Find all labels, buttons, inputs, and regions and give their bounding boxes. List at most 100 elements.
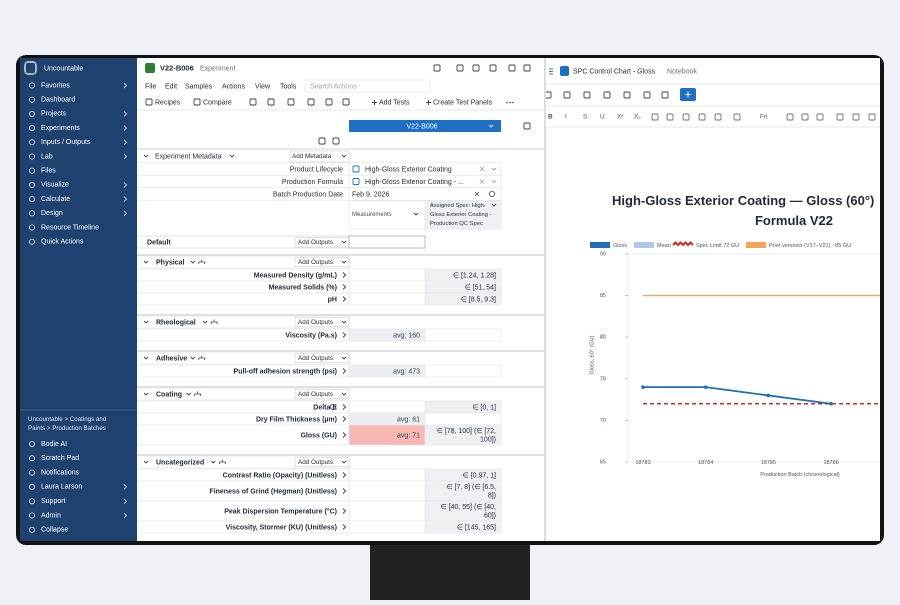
chevron-icon[interactable] <box>342 524 347 530</box>
clear-icon[interactable] <box>474 191 480 197</box>
icon[interactable] <box>733 113 741 121</box>
icon[interactable] <box>456 64 464 72</box>
icon[interactable] <box>267 98 275 106</box>
nav-item[interactable]: Laura Larson <box>41 484 82 491</box>
measurement-cell[interactable] <box>348 468 426 482</box>
caret-icon[interactable] <box>229 154 235 158</box>
column-header[interactable] <box>349 120 501 132</box>
measurement-cell[interactable] <box>348 480 426 502</box>
button[interactable] <box>294 388 350 400</box>
icon[interactable] <box>816 113 824 121</box>
caret-icon[interactable] <box>413 212 419 216</box>
nav-item[interactable]: Design <box>41 210 63 217</box>
caret-icon[interactable] <box>143 392 149 396</box>
icon[interactable] <box>433 64 441 72</box>
caret-icon[interactable] <box>341 460 347 464</box>
chevron-icon[interactable] <box>123 82 128 89</box>
chevron-icon[interactable] <box>342 284 347 290</box>
icon[interactable] <box>342 98 350 106</box>
icon[interactable] <box>868 113 876 121</box>
button[interactable] <box>294 352 350 364</box>
chevron-icon[interactable] <box>342 432 347 438</box>
icon[interactable] <box>852 113 860 121</box>
chevron-icon[interactable] <box>342 416 347 422</box>
icon[interactable] <box>193 98 201 106</box>
measurement-cell[interactable] <box>348 500 426 522</box>
menu-item[interactable]: View <box>255 83 271 90</box>
nav-item[interactable]: Quick Actions <box>41 239 84 246</box>
toolbar-button[interactable]: Recipes <box>155 99 181 106</box>
icon[interactable] <box>682 113 690 121</box>
format-button[interactable]: S <box>583 114 588 121</box>
button[interactable] <box>294 256 350 268</box>
caret-icon[interactable] <box>491 167 497 171</box>
icon[interactable] <box>508 64 516 72</box>
measurement-cell[interactable] <box>348 292 426 306</box>
caret-icon[interactable] <box>143 154 149 158</box>
nav-item[interactable]: Bodie AI <box>41 441 67 448</box>
chevron-icon[interactable] <box>342 488 347 494</box>
measurement-cell[interactable] <box>348 520 426 534</box>
splitter[interactable] <box>544 58 546 541</box>
nav-item[interactable]: Dashboard <box>41 97 75 104</box>
nav-item[interactable]: Scratch Pad <box>41 455 79 462</box>
icon[interactable] <box>523 64 531 72</box>
toolbar-button[interactable]: Create Test Panels <box>433 99 493 106</box>
format-button[interactable]: Fit <box>760 114 767 121</box>
chevron-icon[interactable] <box>123 125 128 131</box>
icon[interactable] <box>352 165 360 173</box>
nav-item[interactable]: Experiments <box>41 125 80 132</box>
nav-item[interactable]: Files <box>41 168 56 175</box>
chevron-icon[interactable] <box>123 210 128 217</box>
caret-icon[interactable] <box>341 260 347 264</box>
icon[interactable] <box>318 137 326 145</box>
caret-icon[interactable] <box>491 203 497 207</box>
menu-item[interactable]: Samples <box>185 83 213 90</box>
caret-icon[interactable] <box>491 180 497 184</box>
chevron-icon[interactable] <box>123 182 128 188</box>
chevron-icon[interactable] <box>342 272 347 278</box>
icon[interactable] <box>623 91 631 99</box>
chevron-icon[interactable] <box>342 508 347 514</box>
chevron-icon[interactable] <box>123 153 128 160</box>
icon[interactable] <box>249 98 257 106</box>
button[interactable] <box>294 456 350 468</box>
toolbar-button[interactable]: Add Tests <box>379 99 410 106</box>
input-cell[interactable] <box>348 235 426 249</box>
caret-icon[interactable] <box>143 460 149 464</box>
chevron-icon[interactable] <box>342 404 347 410</box>
search-box[interactable] <box>304 79 431 93</box>
nav-item[interactable]: Calculate <box>41 196 70 203</box>
chevron-icon[interactable] <box>123 196 128 202</box>
clear-icon[interactable] <box>479 166 485 172</box>
caret-icon[interactable] <box>190 260 196 264</box>
chevron-icon[interactable] <box>342 296 347 302</box>
format-button[interactable]: B <box>548 114 553 121</box>
caret-icon[interactable] <box>210 460 216 464</box>
icon[interactable] <box>352 178 360 185</box>
icon[interactable] <box>714 113 722 121</box>
icon[interactable] <box>332 137 340 145</box>
caret-icon[interactable] <box>341 356 347 360</box>
icon[interactable] <box>603 91 611 99</box>
caret-icon[interactable] <box>143 356 149 360</box>
format-button[interactable]: U <box>600 114 605 121</box>
nav-item[interactable]: Resource Timeline <box>41 224 99 231</box>
icon[interactable] <box>545 91 552 99</box>
icon[interactable] <box>698 113 706 121</box>
icon[interactable] <box>489 64 497 72</box>
chevron-icon[interactable] <box>123 111 128 117</box>
icon[interactable] <box>651 113 659 121</box>
chevron-icon[interactable] <box>123 498 128 505</box>
menu-item[interactable]: Edit <box>165 83 177 90</box>
caret-icon[interactable] <box>341 392 347 396</box>
format-button[interactable]: X₂ <box>634 114 641 121</box>
button[interactable] <box>289 150 350 163</box>
measurement-cell[interactable] <box>348 400 426 414</box>
chevron-icon[interactable] <box>123 512 128 519</box>
caret-icon[interactable] <box>202 320 208 324</box>
nav-item[interactable]: Projects <box>41 111 67 118</box>
menu-item[interactable]: File <box>145 83 156 90</box>
toolbar-button[interactable]: Compare <box>203 99 232 106</box>
icon[interactable] <box>563 91 571 99</box>
